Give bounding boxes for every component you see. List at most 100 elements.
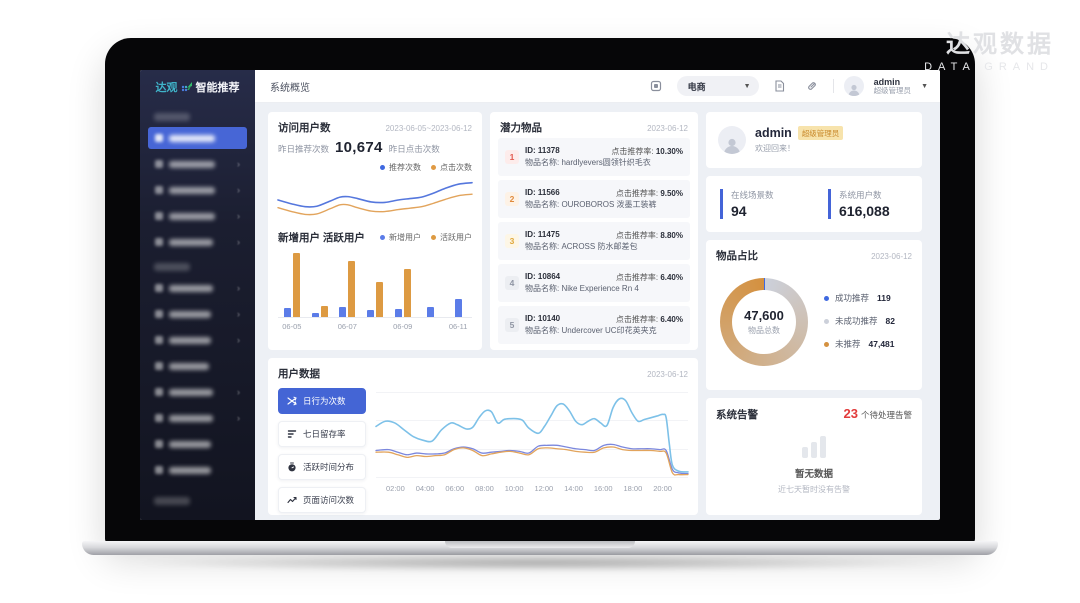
menu-label-blurred (169, 186, 215, 194)
item-id: ID: 10140 (525, 314, 561, 323)
legend-item[interactable]: 成功推荐 119 (824, 292, 895, 304)
sidebar-item[interactable]: › (148, 277, 247, 299)
line-series-series-orange (376, 447, 688, 475)
stat-label: 系统用户数 (839, 190, 882, 200)
newusers-legend: 新增用户 活跃用户 (380, 232, 472, 243)
bar-group (306, 250, 334, 317)
item-ctr: 点击推荐率: 9.50% (615, 189, 683, 198)
menu-icon (155, 466, 163, 474)
button-page-visits[interactable]: 页面访问次数 (278, 487, 366, 513)
yesterday-stats: 昨日推荐次数 10,674 昨日点击次数 (278, 139, 440, 156)
alert-count-suffix: 个待处理告警 (860, 410, 912, 420)
avatar[interactable] (843, 76, 864, 96)
bar-新增用户[interactable] (367, 309, 375, 317)
stat-system-users: 系统用户数 616,088 (814, 189, 922, 219)
bar-chart-x-axis: 06-05 06-07 06-09 06-11 (278, 322, 472, 331)
legend-item[interactable]: 活跃用户 (431, 232, 472, 243)
sidebar-item[interactable]: › (148, 231, 247, 253)
scene-icon[interactable] (645, 77, 667, 95)
document-icon[interactable] (769, 77, 791, 95)
legend-item[interactable]: 新增用户 (380, 232, 421, 243)
scene-select[interactable]: 电商 ▼ (676, 76, 759, 96)
legend-item[interactable]: 点击次数 (431, 162, 472, 173)
bar-新增用户[interactable] (426, 306, 434, 317)
legend-item[interactable]: 未推荐 47,481 (824, 338, 895, 350)
sidebar-item[interactable]: › (148, 381, 247, 403)
role-badge: 超级管理员 (797, 126, 844, 140)
chevron-down-icon[interactable]: ▼ (921, 82, 928, 90)
legend-label: 活跃用户 (440, 233, 472, 242)
bar-group (278, 250, 306, 317)
rank-badge: 2 (505, 192, 519, 206)
potential-item-row[interactable]: 2 ID: 11566 点击推荐率: 9.50% 物品名称: OUROBOROS 泼墨… (498, 180, 690, 218)
bar-活跃用户[interactable] (348, 260, 356, 317)
menu-icon (155, 388, 163, 396)
sidebar-item[interactable]: › (148, 329, 247, 351)
bar-新增用户[interactable] (283, 308, 291, 317)
bar-新增用户[interactable] (339, 306, 347, 317)
bar-group (444, 250, 472, 317)
item-body: ID: 11566 点击推荐率: 9.50% 物品名称: OUROBOROS 泼墨工… (525, 188, 683, 210)
sidebar-item[interactable]: › (148, 303, 247, 325)
menu-icon (155, 336, 163, 344)
x-tick-label: 06-11 (448, 322, 468, 331)
sidebar-item[interactable]: › (148, 205, 247, 227)
user-menu[interactable]: admin 超级管理员 (874, 77, 912, 96)
empty-title: 暂无数据 (794, 469, 833, 480)
menu-label-blurred (169, 466, 211, 474)
time-tick-label: 04:00 (415, 484, 435, 493)
potential-item-row[interactable]: 4 ID: 10864 点击推荐率: 6.40% 物品名称: Nike Experie… (498, 264, 690, 302)
menu-icon (155, 212, 163, 220)
sidebar-item[interactable]: › (148, 179, 247, 201)
chevron-right-icon: › (237, 159, 240, 169)
menu-icon (155, 310, 163, 318)
legend-value: 82 (885, 316, 895, 326)
sidebar-item[interactable] (148, 459, 247, 481)
bar-新增用户[interactable] (454, 299, 462, 317)
bar-活跃用户[interactable] (292, 253, 300, 317)
chevron-right-icon: › (237, 413, 240, 423)
stat-label: 昨日点击次数 (388, 144, 440, 154)
potential-item-row[interactable]: 5 ID: 10140 点击推荐率: 6.40% 物品名称: Undercover U… (498, 306, 690, 344)
button-daily-behavior[interactable]: 日行为次数 (278, 388, 366, 414)
chevron-right-icon: › (237, 237, 240, 247)
time-tick-label: 08:00 (475, 484, 494, 493)
watermark-cn: 达观数据 (946, 31, 1054, 58)
bar-新增用户[interactable] (394, 308, 402, 317)
card-date: 2023-06-12 (647, 370, 688, 379)
app-logo: 达观 智能推荐 (140, 70, 255, 103)
bar-活跃用户[interactable] (403, 269, 411, 317)
button-active-time[interactable]: 活跃时间分布 (278, 454, 366, 480)
legend-item[interactable]: 未成功推荐 82 (824, 315, 895, 327)
x-tick-label: 06-09 (393, 322, 413, 331)
sidebar-item[interactable] (148, 355, 247, 377)
legend-item[interactable]: 推荐次数 (380, 162, 421, 173)
sidebar-item[interactable]: › (148, 153, 247, 175)
potential-item-row[interactable]: 1 ID: 11378 点击推荐率: 10.30% 物品名称: hardlyevers… (498, 138, 690, 176)
chevron-right-icon: › (237, 185, 240, 195)
potential-item-row[interactable]: 3 ID: 11475 点击推荐率: 8.80% 物品名称: ACROSS 防水邮差包 (498, 222, 690, 260)
legend-dot (380, 235, 385, 240)
x-tick-label: 06-05 (282, 322, 302, 331)
sidebar-item[interactable] (148, 433, 247, 455)
topbar: 系统概览 电商 ▼ a (255, 70, 940, 103)
time-tick-label: 14:00 (564, 484, 583, 493)
menu-icon (155, 134, 163, 142)
user-role: 超级管理员 (873, 85, 912, 95)
bar-新增用户[interactable] (311, 312, 319, 317)
stat-value: 616,088 (839, 203, 890, 219)
button-label: 日行为次数 (303, 396, 346, 406)
link-icon[interactable] (801, 77, 823, 95)
bar-活跃用户[interactable] (320, 305, 328, 317)
card-title: 用户数据 (278, 368, 320, 380)
bar-活跃用户[interactable] (376, 281, 384, 317)
time-tick-label: 16:00 (593, 484, 613, 493)
card-date: 2023-06-12 (871, 252, 912, 261)
bar-group (361, 250, 389, 317)
button-label: 页面访问次数 (303, 495, 355, 505)
item-ctr: 点击推荐率: 6.40% (615, 315, 683, 324)
sidebar-item[interactable]: › (148, 407, 247, 429)
sidebar-item[interactable] (148, 127, 247, 149)
button-retention[interactable]: 七日留存率 (278, 421, 366, 447)
metric-buttons: 日行为次数 七日留存率 活跃时间分布 页面访问次数 (278, 388, 366, 520)
